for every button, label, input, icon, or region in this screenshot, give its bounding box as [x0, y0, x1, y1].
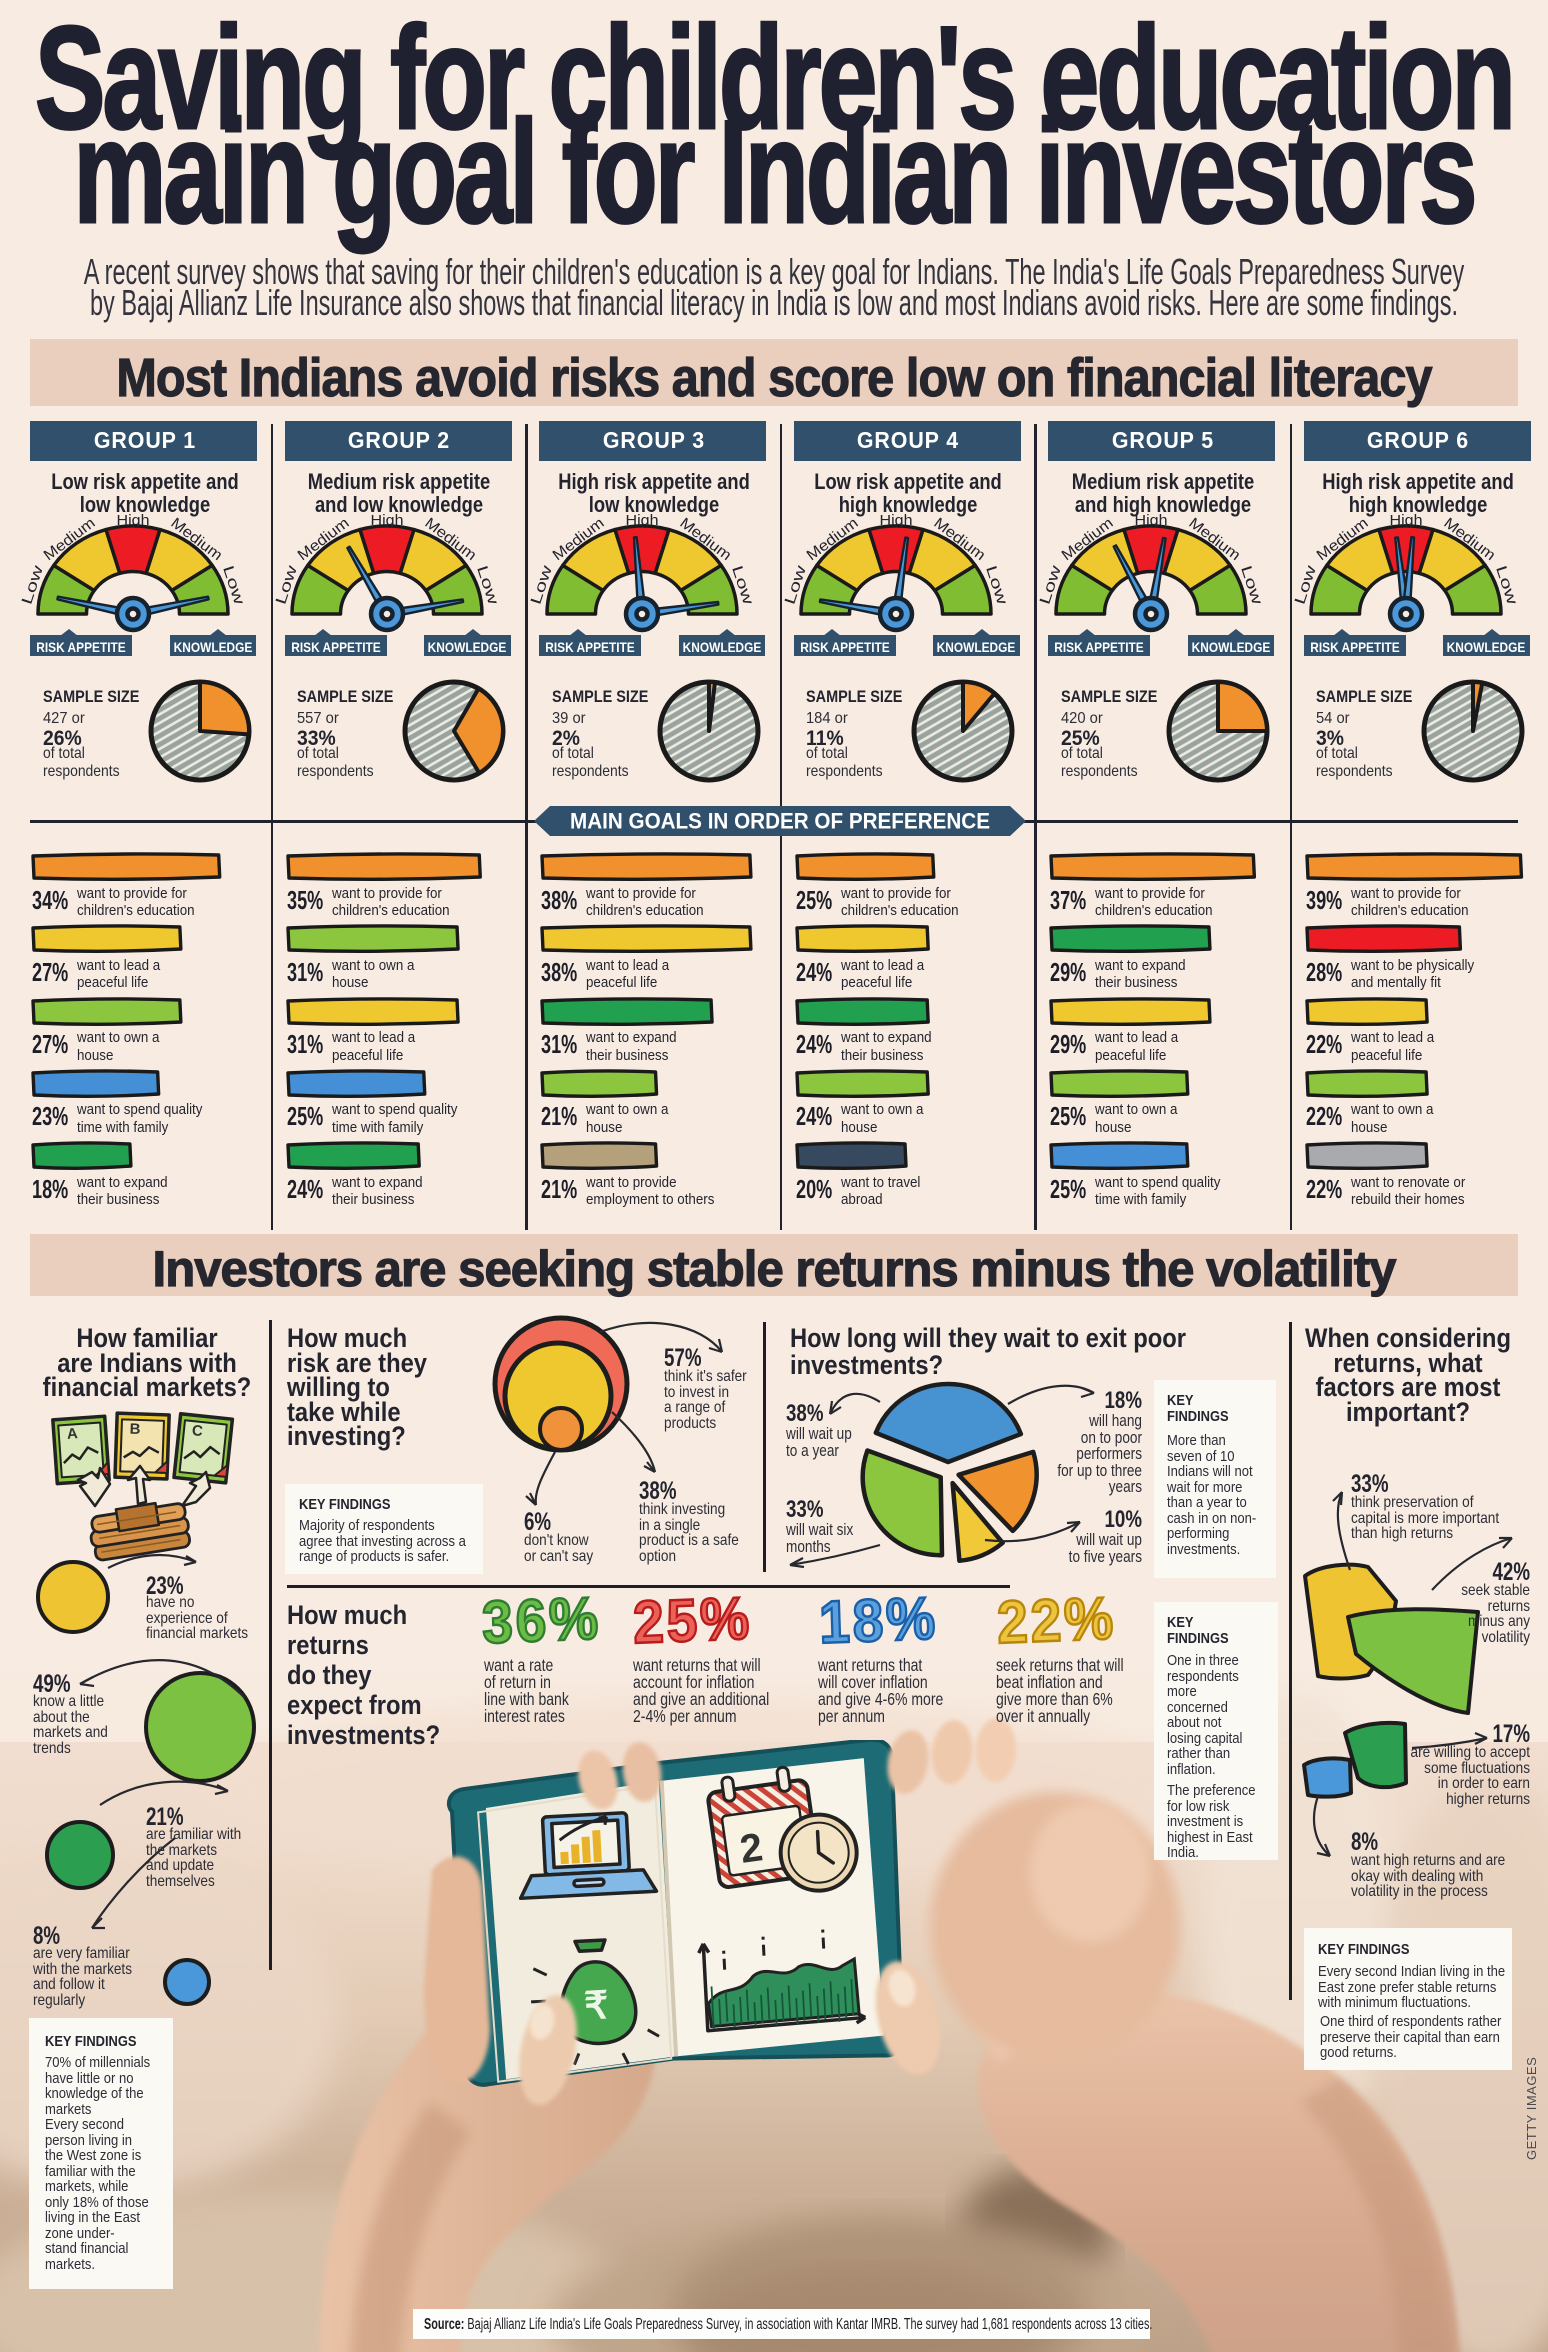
- svg-text:High: High: [1390, 512, 1423, 529]
- svg-text:MAIN GOALS IN ORDER OF PREFERE: MAIN GOALS IN ORDER OF PREFERENCE: [570, 809, 990, 834]
- svg-text:High: High: [371, 512, 404, 529]
- svg-text:High: High: [1134, 512, 1167, 529]
- svg-text:B: B: [129, 1421, 141, 1438]
- svg-text:C: C: [191, 1422, 204, 1440]
- svg-text:High: High: [116, 512, 149, 529]
- svg-text:High: High: [880, 512, 913, 529]
- svg-text:A: A: [66, 1425, 78, 1443]
- svg-text:High: High: [625, 512, 658, 529]
- svg-text:₹: ₹: [583, 1985, 609, 2028]
